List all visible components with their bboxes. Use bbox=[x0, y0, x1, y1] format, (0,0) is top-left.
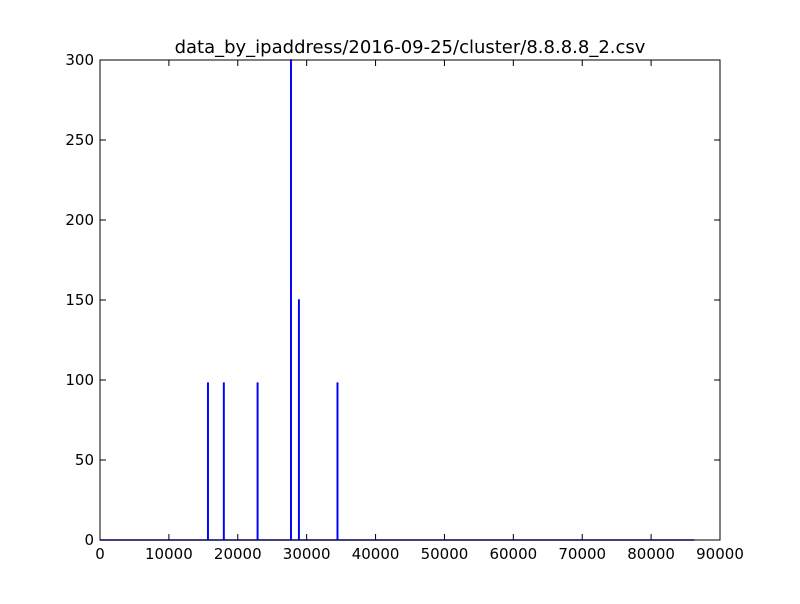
x-tick-label: 50000 bbox=[421, 545, 469, 563]
y-tick-label: 50 bbox=[75, 451, 94, 469]
y-tick-label: 250 bbox=[65, 131, 94, 149]
x-tick-label: 60000 bbox=[489, 545, 537, 563]
y-tick-label: 200 bbox=[65, 211, 94, 229]
x-tick-label: 0 bbox=[95, 545, 105, 563]
tick-layer: 0 10000 20000 30000 40000 50000 60000 70000 8000… bbox=[65, 51, 744, 563]
x-tick-label: 90000 bbox=[696, 545, 744, 563]
y-tick-label: 100 bbox=[65, 371, 94, 389]
x-tick-label: 10000 bbox=[145, 545, 193, 563]
plot-frame bbox=[99, 59, 721, 541]
y-tick-label: 150 bbox=[65, 291, 94, 309]
x-tick-label: 20000 bbox=[214, 545, 262, 563]
y-tick-label: 0 bbox=[84, 531, 94, 549]
chart-title: data_by_ipaddress/2016-09-25/cluster/8.8… bbox=[175, 37, 646, 58]
x-tick-label: 30000 bbox=[283, 545, 331, 563]
x-tick-label: 80000 bbox=[627, 545, 675, 563]
x-tick-label: 40000 bbox=[352, 545, 400, 563]
x-tick-label: 70000 bbox=[558, 545, 606, 563]
y-tick-label: 300 bbox=[65, 51, 94, 69]
